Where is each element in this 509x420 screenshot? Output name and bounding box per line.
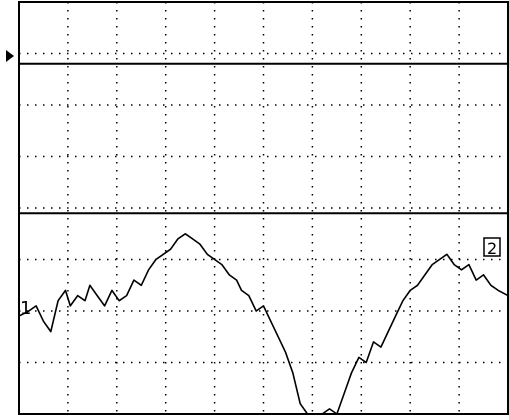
channel-1-label: 1 [20, 298, 31, 319]
channel-2-badge-label: 2 [487, 239, 497, 258]
graticule-grid [19, 2, 508, 414]
trace-layer [18, 62, 509, 415]
trace-series-3 [18, 233, 509, 415]
channel-2-badge-box [483, 237, 501, 257]
triangle-right-icon [6, 50, 14, 62]
channel-2-badge: 2 [483, 237, 501, 258]
